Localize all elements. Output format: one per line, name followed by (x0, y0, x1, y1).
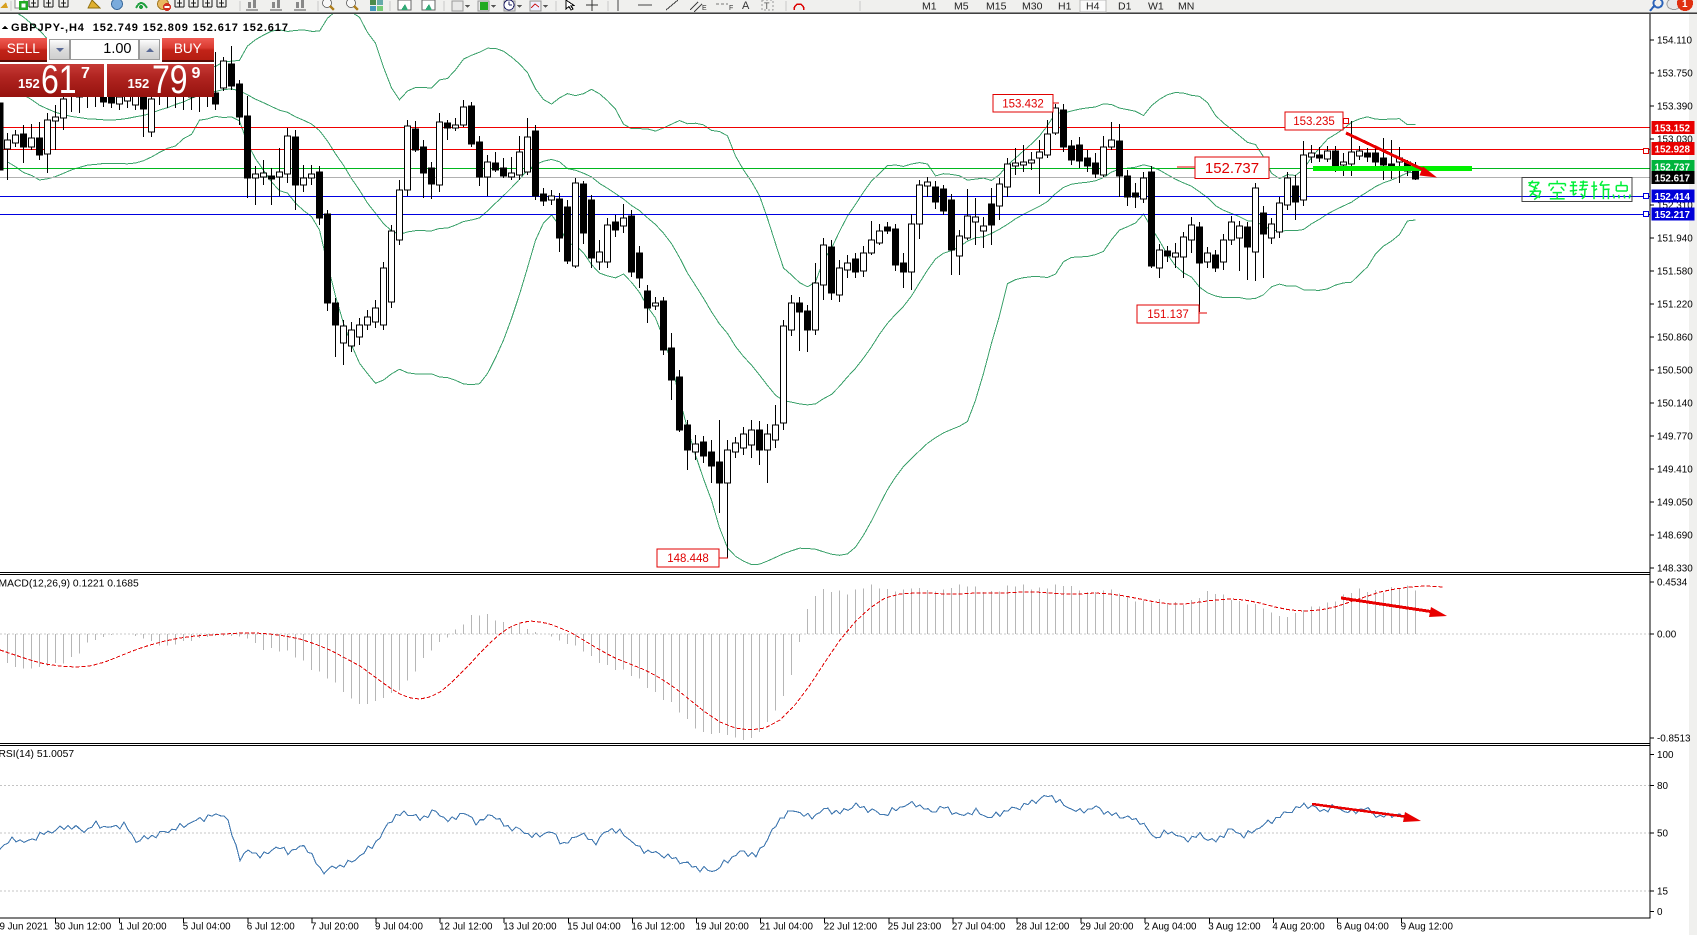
svg-text:9 Aug 12:00: 9 Aug 12:00 (1401, 922, 1454, 933)
svg-text:0.00: 0.00 (1657, 630, 1677, 641)
svg-text:29 Jun 2021: 29 Jun 2021 (0, 922, 48, 933)
svg-text:100: 100 (1657, 750, 1674, 761)
svg-text:F: F (729, 5, 733, 12)
svg-text:29 Jul 20:00: 29 Jul 20:00 (1080, 922, 1134, 933)
svg-text:MACD(12,26,9) 0.1221 0.1685: MACD(12,26,9) 0.1221 0.1685 (0, 579, 139, 590)
svg-text:148.690: 148.690 (1657, 531, 1693, 542)
svg-text:150.860: 150.860 (1657, 333, 1693, 344)
svg-text:0.4534: 0.4534 (1657, 578, 1688, 589)
svg-text:0: 0 (1657, 907, 1663, 918)
svg-text:154.110: 154.110 (1657, 36, 1692, 47)
svg-text:1: 1 (1682, 0, 1688, 10)
svg-text:149.050: 149.050 (1657, 498, 1693, 509)
svg-text:153.235: 153.235 (1293, 116, 1335, 128)
svg-text:16 Jul 12:00: 16 Jul 12:00 (631, 922, 685, 933)
svg-text:30 Jun 12:00: 30 Jun 12:00 (55, 922, 112, 933)
svg-text:153.152: 153.152 (1655, 123, 1691, 134)
svg-text:148.330: 148.330 (1657, 564, 1693, 575)
svg-text:M15: M15 (986, 1, 1007, 13)
svg-text:153.750: 153.750 (1657, 69, 1693, 80)
svg-text:5 Jul 04:00: 5 Jul 04:00 (183, 922, 231, 933)
svg-text:25 Jul 23:00: 25 Jul 23:00 (888, 922, 942, 933)
svg-text:D1: D1 (1118, 1, 1132, 13)
svg-text:12 Jul 12:00: 12 Jul 12:00 (439, 922, 493, 933)
svg-text:H1: H1 (1058, 1, 1072, 13)
svg-text:7 Jul 20:00: 7 Jul 20:00 (311, 922, 359, 933)
svg-text:22 Jul 12:00: 22 Jul 12:00 (824, 922, 878, 933)
svg-text:152.414: 152.414 (1655, 192, 1691, 203)
svg-text:150.140: 150.140 (1657, 399, 1693, 410)
svg-text:15 Jul 04:00: 15 Jul 04:00 (567, 922, 621, 933)
svg-text:19 Jul 20:00: 19 Jul 20:00 (696, 922, 750, 933)
svg-text:W1: W1 (1148, 1, 1164, 13)
svg-text:M1: M1 (922, 1, 937, 13)
svg-text:A: A (742, 0, 750, 12)
svg-text:149.770: 149.770 (1657, 432, 1693, 443)
svg-text:27 Jul 04:00: 27 Jul 04:00 (952, 922, 1006, 933)
svg-text:153.390: 153.390 (1657, 102, 1693, 113)
svg-text:151.940: 151.940 (1657, 234, 1693, 245)
svg-text:151.137: 151.137 (1147, 309, 1189, 321)
svg-text:2 Aug 04:00: 2 Aug 04:00 (1144, 922, 1197, 933)
svg-text:151.220: 151.220 (1657, 300, 1693, 311)
svg-text:T: T (764, 1, 770, 11)
svg-text:6 Aug 04:00: 6 Aug 04:00 (1337, 922, 1390, 933)
svg-text:6 Jul 12:00: 6 Jul 12:00 (247, 922, 295, 933)
svg-text:3 Aug 12:00: 3 Aug 12:00 (1208, 922, 1261, 933)
svg-text:21 Jul 04:00: 21 Jul 04:00 (760, 922, 814, 933)
svg-text:151.580: 151.580 (1657, 267, 1693, 278)
svg-text:M30: M30 (1022, 1, 1043, 13)
svg-text:150.500: 150.500 (1657, 366, 1693, 377)
svg-text:E: E (702, 5, 707, 12)
svg-text:152.737: 152.737 (1205, 160, 1259, 177)
svg-text:M5: M5 (954, 1, 969, 13)
svg-text:MN: MN (1178, 1, 1194, 13)
svg-text:-0.8513: -0.8513 (1657, 734, 1691, 745)
svg-text:50: 50 (1657, 829, 1668, 840)
svg-text:80: 80 (1657, 781, 1668, 792)
svg-text:1 Jul 20:00: 1 Jul 20:00 (119, 922, 167, 933)
svg-text:13 Jul 20:00: 13 Jul 20:00 (503, 922, 557, 933)
svg-text:RSI(14) 51.0057: RSI(14) 51.0057 (0, 749, 74, 760)
svg-text:H4: H4 (1086, 1, 1100, 13)
svg-text:4 Aug 20:00: 4 Aug 20:00 (1272, 922, 1325, 933)
svg-text:152.617: 152.617 (1655, 173, 1691, 184)
svg-text:9 Jul 04:00: 9 Jul 04:00 (375, 922, 423, 933)
svg-text:153.432: 153.432 (1002, 98, 1044, 110)
svg-text:GBPJPY-,H4 152.749 152.809 15: GBPJPY-,H4 152.749 152.809 152.617 152.6… (11, 22, 289, 34)
svg-text:28 Jul 12:00: 28 Jul 12:00 (1016, 922, 1070, 933)
svg-text:152.217: 152.217 (1655, 210, 1691, 221)
svg-text:152.928: 152.928 (1655, 144, 1691, 155)
svg-text:148.448: 148.448 (667, 553, 709, 565)
svg-text:149.410: 149.410 (1657, 465, 1693, 476)
svg-text:15: 15 (1657, 887, 1668, 898)
